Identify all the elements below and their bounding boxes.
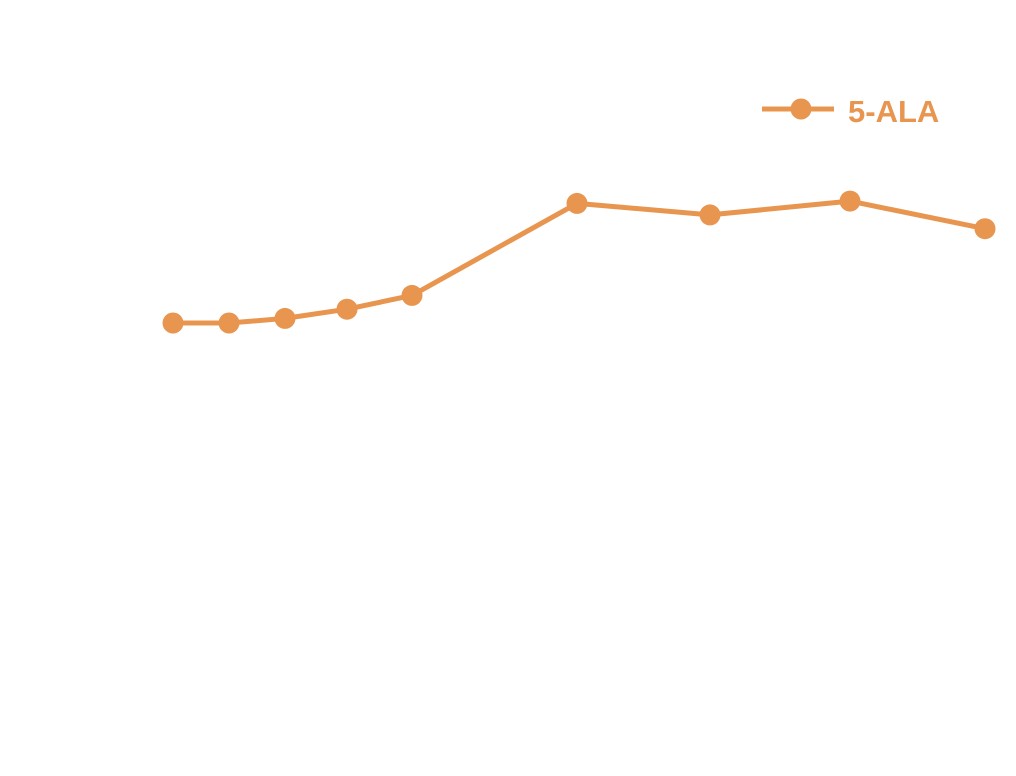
legend-label: 5-ALA xyxy=(848,94,939,129)
legend-marker-swatch xyxy=(790,98,812,120)
series-layer xyxy=(162,190,996,334)
data-point xyxy=(336,298,358,320)
data-point xyxy=(162,312,184,334)
series-line xyxy=(173,198,986,326)
data-point xyxy=(218,312,240,334)
data-point xyxy=(839,190,861,212)
data-point xyxy=(974,218,996,240)
data-point xyxy=(401,284,423,306)
legend: 5-ALA xyxy=(762,94,939,129)
data-point xyxy=(274,307,296,329)
data-point xyxy=(566,192,588,214)
data-point xyxy=(699,204,721,226)
